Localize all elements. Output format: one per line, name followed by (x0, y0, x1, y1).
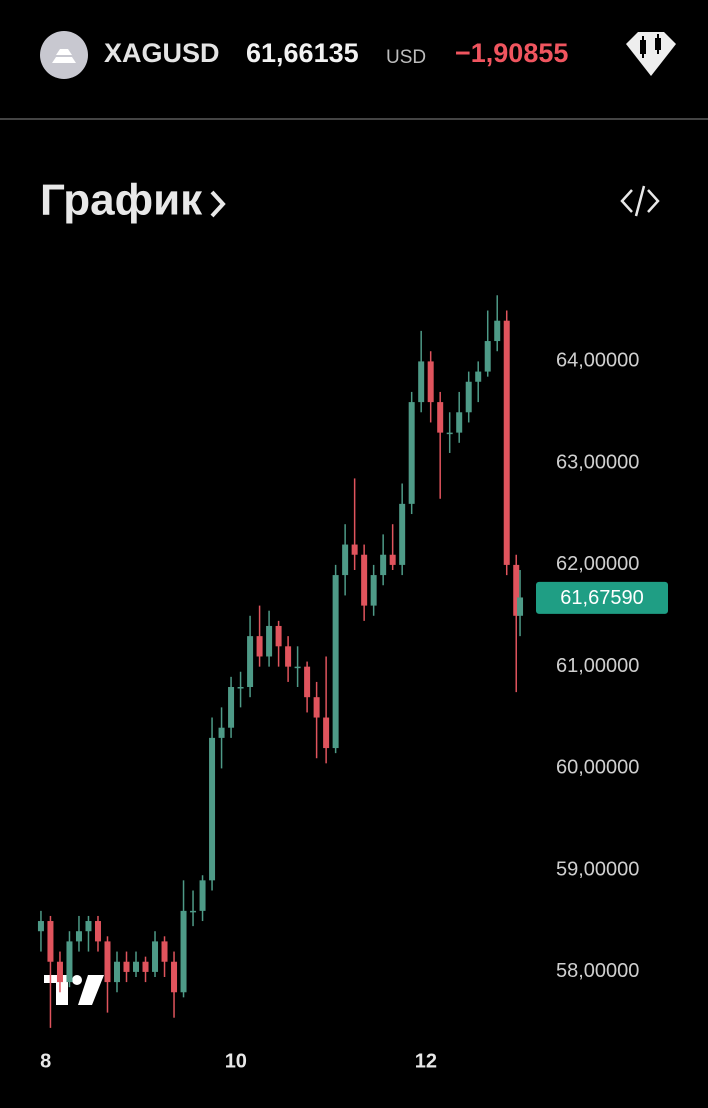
plot: 58,00000 59,00000 60,00000 61,00000 62,00000… (37, 295, 668, 1072)
candle-body (465, 381, 472, 413)
candle-body (517, 597, 524, 616)
y-tick-label: 58,00000 (556, 960, 639, 982)
candle-body (247, 636, 254, 688)
embed-button[interactable] (620, 185, 660, 217)
candle-body (323, 717, 330, 749)
candle-body (199, 880, 206, 911)
y-tick-label: 62,00000 (556, 553, 639, 575)
candle-body (304, 666, 311, 698)
candle-body (209, 737, 216, 881)
section-link[interactable]: График (40, 176, 226, 225)
candle-body (427, 361, 434, 403)
candle-body (313, 697, 320, 718)
candle-body (389, 554, 396, 565)
candle-body (351, 544, 358, 555)
section-title: График (40, 176, 203, 225)
candle-body (133, 961, 140, 972)
candle-body (152, 941, 159, 972)
candle-body (275, 625, 282, 647)
last-price-label: 61,67590 (560, 587, 643, 609)
candle-body (113, 961, 120, 983)
symbol-icon (40, 31, 88, 79)
symbol: XAGUSD (104, 38, 220, 68)
candle-body (294, 666, 301, 669)
y-tick-label: 60,00000 (556, 757, 639, 779)
candle-body (85, 921, 92, 932)
x-tick-label: 12 (415, 1050, 437, 1072)
y-tick-label: 61,00000 (556, 655, 639, 677)
candle-body (456, 412, 463, 433)
candle-body (484, 341, 491, 372)
candle-body (285, 646, 292, 667)
candle-body (190, 910, 197, 913)
candle-body (171, 961, 178, 993)
candle-body (370, 575, 377, 606)
candle-body (75, 931, 82, 942)
chart-type-button[interactable] (626, 32, 676, 76)
candle-body (37, 921, 44, 932)
logo (44, 975, 104, 1005)
candle-body (408, 402, 415, 504)
candle-body (503, 320, 510, 565)
candle-body (266, 625, 273, 657)
candle-body (94, 921, 101, 942)
x-tick-label: 10 (225, 1050, 247, 1072)
candle-body (142, 961, 149, 972)
candle-body (475, 371, 482, 382)
price-change: −1,90855 (455, 38, 568, 68)
candle-body (332, 575, 339, 749)
candle-body (399, 503, 406, 565)
candle-body (437, 402, 444, 433)
chevron (210, 190, 226, 218)
candle-body (513, 564, 520, 616)
y-tick-label: 59,00000 (556, 858, 639, 880)
candle-body (56, 961, 63, 983)
candle-body (228, 687, 235, 728)
currency: USD (386, 47, 426, 68)
y-tick-label: 63,00000 (556, 451, 639, 473)
price: 61,66135 (246, 38, 359, 68)
candle-body (256, 636, 263, 657)
candle-body (161, 941, 168, 962)
candle-body (180, 910, 187, 993)
candle-body (446, 432, 453, 435)
candle-body (237, 687, 244, 689)
candle-body (47, 921, 54, 962)
candle-body (342, 544, 349, 576)
candle-body (494, 320, 501, 342)
candle-body (218, 727, 225, 738)
candle-body (104, 941, 111, 983)
candle-body (66, 941, 73, 983)
last-price-box (536, 581, 668, 614)
candle-body (418, 361, 425, 403)
candle-body (123, 961, 130, 972)
x-tick-label: 8 (40, 1050, 51, 1072)
y-tick-label: 64,00000 (556, 350, 639, 372)
candle-body (361, 554, 368, 606)
candle-body (380, 554, 387, 576)
